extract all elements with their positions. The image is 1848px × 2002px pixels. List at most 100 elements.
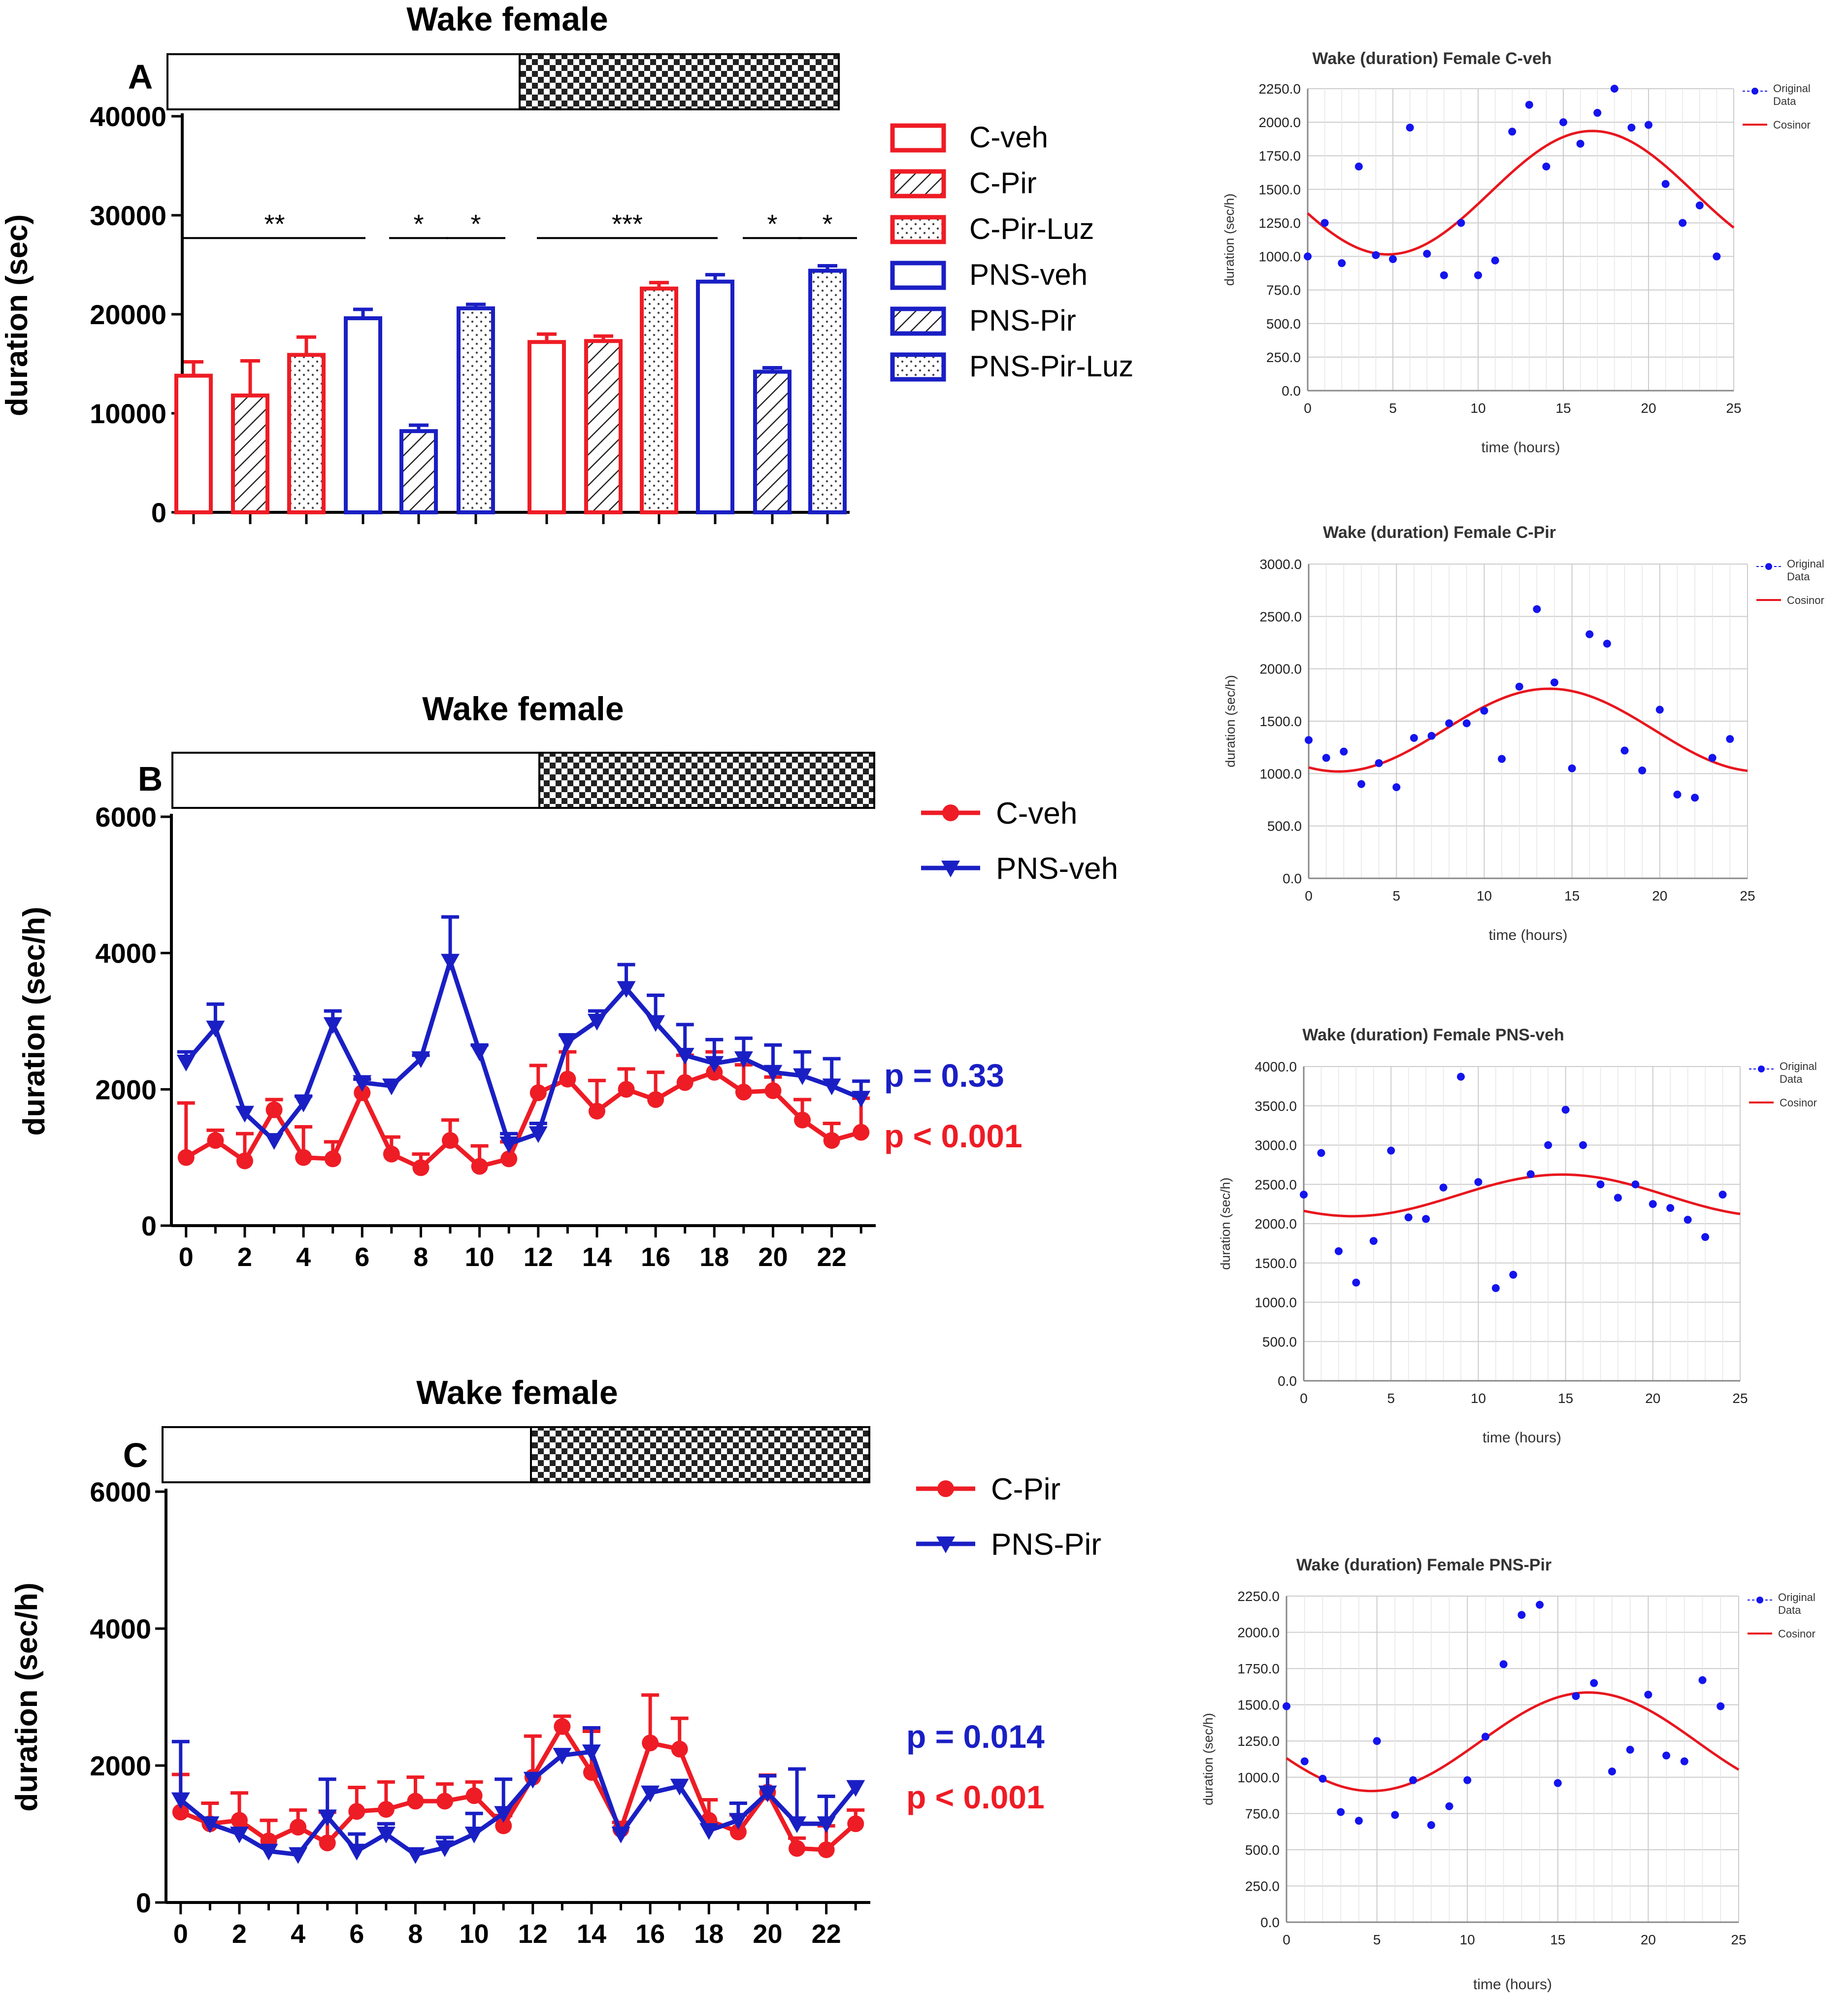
data-point [1352,1278,1360,1287]
y-tick-label: 4000 [90,1613,151,1644]
y-axis-label: duration (sec) [0,214,34,416]
y-tick-label: 1750.0 [1237,1661,1280,1676]
y-tick-label: 2000 [90,1750,151,1781]
cosinor-plot-2: 0.0 500.0 1000.0 1500.0 2000.0 2500.0 3000.0 0 5… [1223,523,1824,943]
marker-c-veh [236,1152,253,1169]
data-point [1354,1817,1363,1825]
series-line-c-pir [180,1724,858,1852]
panel-b: Wake female B 0 2000 4000 6000 0 2 4 6 8 10 12 14 16 18… [17,690,1118,1272]
data-point [1457,219,1465,227]
legend-swatch-pns-veh [890,261,946,290]
marker-pns-pir [347,1843,366,1861]
x-tick-label: 0 [1300,1391,1308,1406]
panel-a: Wake female A 0 10000 20000 30000 40000 duratio… [0,0,1133,528]
data-point [1695,201,1704,210]
marker-c-pir [436,1793,454,1810]
data-point [1391,1811,1399,1819]
marker-pns-pir [728,1813,748,1830]
marker-c-pir [671,1740,688,1758]
legend-label-c-pir-luz: C-Pir-Luz [969,212,1094,245]
x-tick-label: 25 [1726,400,1741,416]
legend-label-original: Original Data [1787,558,1824,583]
data-point [1526,1170,1535,1178]
dark-phase-bar [530,1426,870,1483]
data-point [1305,736,1313,744]
data-point [1369,1237,1378,1245]
legend-marker-original [1751,88,1758,95]
marker-pns-pir [788,1816,807,1834]
bar-pns-veh-dark [696,279,734,514]
marker-c-pir [290,1819,307,1836]
y-tick-label: 0 [136,1887,151,1918]
x-tick-label: 0 [1304,400,1312,416]
marker-pns-pir [494,1806,513,1823]
x-tick-label: 14 [577,1919,606,1949]
y-tick-label: 750.0 [1266,283,1301,298]
panel-b-title: Wake female [422,690,624,728]
cosinor-curve [1307,130,1735,256]
y-tick-label: 2000 [95,1074,157,1105]
marker-pns-pir [553,1748,572,1765]
x-tick-label: 20 [758,1242,788,1272]
data-point [1283,1702,1290,1710]
data-point [1614,1194,1622,1202]
y-tick-label: 250.0 [1266,350,1301,365]
legend-marker-original [1758,1066,1765,1072]
legend-label-original-line1: Original [1780,1060,1817,1072]
x-tick-label: 15 [1564,888,1580,903]
data-point [1337,1808,1345,1816]
data-point [1718,1190,1727,1199]
legend-label-pns-veh: PNS-veh [996,852,1118,886]
legend-swatch-c-veh [890,123,946,153]
x-tick-label: 15 [1555,400,1571,416]
marker-pns-veh [411,1051,430,1068]
data-point [1445,719,1453,728]
y-tick-label: 0.0 [1278,1373,1297,1389]
plot-title: Wake (duration) Female PNS-Pir [1296,1556,1551,1574]
data-point [1427,1821,1435,1829]
marker-c-veh [529,1084,547,1101]
marker-c-veh [207,1132,224,1149]
p-value-blue: p = 0.014 [906,1718,1045,1755]
legend-label-c-veh: C-veh [969,121,1048,154]
data-point [1334,1247,1343,1255]
marker-pns-veh [235,1105,254,1123]
cosinor-curve [1286,1691,1740,1793]
data-point [1655,705,1664,714]
data-point [1373,1737,1381,1745]
legend-swatch-c-pir [890,169,946,199]
marker-c-pir [231,1812,248,1829]
data-point [1508,128,1517,136]
data-point [1553,1779,1562,1787]
x-axis-label: time (hours) [1483,1430,1561,1446]
data-point [1410,734,1418,742]
legend-label-pns-pir: PNS-Pir [969,304,1076,337]
bar-pns-veh-light [344,316,382,514]
data-point [1708,754,1716,762]
y-tick-label: 1500.0 [1254,1256,1297,1271]
y-tick-label: 2000.0 [1259,662,1302,677]
x-tick-label: 18 [694,1919,724,1949]
y-tick-label: 0 [151,497,166,528]
data-point [1481,1733,1489,1741]
marker-c-veh [442,1132,459,1149]
y-tick-label: 2250.0 [1258,81,1301,97]
data-point [1679,219,1687,227]
y-axis-label: duration (sec/h) [1222,194,1237,286]
p-value-blue: p = 0.33 [884,1057,1004,1094]
data-point [1661,180,1670,188]
legend-marker-pns-pir [936,1536,955,1553]
data-point [1409,1776,1418,1784]
x-tick-label: 22 [817,1242,847,1272]
y-tick-label: 4000.0 [1254,1059,1297,1074]
panel-a-title: Wake female [406,0,608,38]
marker-c-pir [554,1718,571,1735]
data-point [1716,1702,1725,1710]
y-tick-label: 6000 [95,801,157,833]
x-tick-label: 5 [1392,888,1400,903]
marker-pns-pir [641,1785,660,1802]
y-tick-label: 1500.0 [1237,1698,1280,1713]
y-tick-label: 2000.0 [1237,1625,1280,1640]
y-tick-label: 500.0 [1266,316,1301,332]
legend-label-original-line1: Original [1787,558,1824,570]
